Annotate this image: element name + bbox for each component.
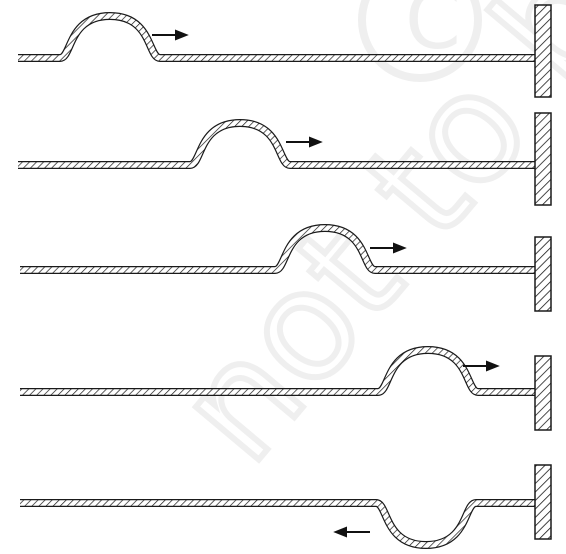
pulse-rows bbox=[18, 4, 552, 549]
rigid-wall bbox=[534, 4, 552, 98]
rigid-wall bbox=[534, 236, 552, 312]
rope-crest-pulse bbox=[20, 225, 535, 273]
rope-crest-pulse bbox=[18, 120, 535, 168]
rigid-wall bbox=[534, 464, 552, 540]
rigid-wall bbox=[534, 355, 552, 431]
rigid-wall bbox=[534, 112, 552, 206]
rope-crest-pulse bbox=[20, 347, 535, 395]
rope-crest-pulse bbox=[18, 13, 535, 61]
rope-outline bbox=[20, 499, 535, 549]
rope-trough-pulse bbox=[20, 500, 535, 548]
